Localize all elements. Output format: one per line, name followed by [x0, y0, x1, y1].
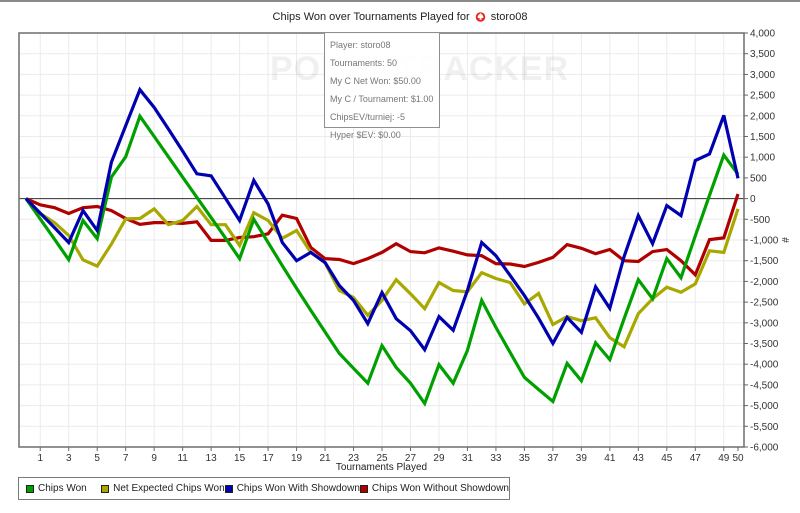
- legend-swatch-chips-won: [26, 484, 34, 493]
- x-tick-label: 39: [576, 453, 588, 464]
- x-tick-label: 27: [405, 453, 417, 464]
- x-tick-label: 3: [66, 453, 72, 464]
- y-tick-label: -5,000: [750, 401, 779, 412]
- x-axis-title: Tournaments Played: [336, 462, 427, 473]
- legend-item-without-showdown[interactable]: Chips Won Without Showdown: [359, 483, 509, 494]
- x-tick-label: 23: [348, 453, 360, 464]
- legend-item-with-showdown[interactable]: Chips Won With Showdown: [224, 483, 360, 494]
- tooltip-player: Player: storo08: [330, 40, 391, 50]
- legend-item-net-expected[interactable]: Net Expected Chips Won: [101, 483, 225, 494]
- x-tick-label: 35: [519, 453, 531, 464]
- chart-title-prefix: Chips Won over Tournaments Played for: [272, 11, 470, 23]
- x-tick-label: 5: [94, 453, 100, 464]
- y-tick-label: 2,500: [750, 91, 775, 102]
- legend-swatch-without-showdown: [359, 484, 368, 493]
- window-top-border: [0, 0, 800, 2]
- player-stats-tooltip: Player: storo08 Tournaments: 50 My C Net…: [324, 32, 440, 140]
- x-tick-label: 17: [263, 453, 275, 464]
- x-tick-label: 19: [291, 453, 303, 464]
- y-tick-label: 2,000: [750, 111, 775, 122]
- y-tick-label: -2,500: [750, 298, 779, 309]
- x-axis-ticks: 1 3 5 7 9 11 13 15 17 19 21 23 25 27 29 31 33 35 37 39 41 43 4…: [37, 447, 744, 464]
- x-tick-label: 33: [490, 453, 502, 464]
- x-tick-label: 49: [718, 453, 730, 464]
- tooltip-hyper-sev: Hyper $EV: $0.00: [330, 130, 401, 140]
- legend-label: Chips Won: [38, 483, 87, 494]
- x-tick-label: 7: [123, 453, 129, 464]
- y-tick-label: 3,000: [750, 70, 775, 81]
- x-tick-label: 45: [661, 453, 673, 464]
- tooltip-chipsev: ChipsEV/turniej: -5: [330, 112, 406, 122]
- y-tick-label: -5,500: [750, 422, 779, 433]
- y-tick-label: -1,000: [750, 236, 779, 247]
- tooltip-per-tournament: My C / Tournament: $1.00: [330, 94, 434, 104]
- y-tick-label: -1,500: [750, 256, 779, 267]
- x-tick-label: 21: [319, 453, 331, 464]
- chart-title-player: storo08: [490, 11, 528, 23]
- x-tick-label: 43: [633, 453, 645, 464]
- y-tick-label: -3,000: [750, 318, 779, 329]
- legend-swatch-net-expected: [101, 484, 110, 493]
- y-axis-title: #: [779, 237, 790, 243]
- chart-title: Chips Won over Tournaments Played for st…: [0, 11, 800, 25]
- x-tick-label: 41: [604, 453, 616, 464]
- y-tick-label: -500: [750, 215, 770, 226]
- x-tick-label: 29: [433, 453, 445, 464]
- y-tick-label: -6,000: [750, 443, 779, 454]
- x-tick-label: 11: [177, 453, 188, 464]
- y-tick-label: 4,000: [750, 29, 775, 40]
- legend-label: Chips Won Without Showdown: [371, 483, 509, 494]
- y-tick-label: 500: [750, 173, 767, 184]
- chart-legend: Chips Won Net Expected Chips Won Chips W…: [18, 477, 510, 500]
- x-tick-label: 31: [462, 453, 474, 464]
- x-tick-label: 15: [234, 453, 246, 464]
- x-tick-label: 47: [690, 453, 702, 464]
- y-tick-label: -4,000: [750, 360, 779, 371]
- x-tick-label: 25: [376, 453, 388, 464]
- y-tick-label: -2,000: [750, 277, 779, 288]
- legend-label: Chips Won With Showdown: [236, 483, 360, 494]
- y-tick-label: -3,500: [750, 339, 779, 350]
- x-tick-label: 9: [151, 453, 157, 464]
- y-tick-label: 3,500: [750, 49, 775, 60]
- y-tick-label: 1,000: [750, 153, 775, 164]
- tooltip-tournaments: Tournaments: 50: [330, 58, 398, 68]
- series-lines: [24, 86, 740, 407]
- y-tick-label: 1,500: [750, 132, 775, 143]
- x-tick-label: 37: [547, 453, 559, 464]
- x-tick-label: 1: [37, 453, 43, 464]
- legend-item-chips-won[interactable]: Chips Won: [26, 483, 101, 494]
- y-tick-label: 0: [750, 194, 756, 205]
- legend-label: Net Expected Chips Won: [113, 483, 225, 494]
- y-tick-label: -4,500: [750, 380, 779, 391]
- y-axis-ticks: 4,000 3,500 3,000 2,500 2,000 1,500 1,000 500 0 -…: [744, 29, 779, 454]
- legend-swatch-with-showdown: [224, 484, 233, 493]
- x-tick-label: 50: [732, 453, 744, 464]
- tooltip-net-won: My C Net Won: $50.00: [330, 76, 421, 86]
- pokerstars-spade-icon: [475, 11, 486, 25]
- x-tick-label: 13: [206, 453, 218, 464]
